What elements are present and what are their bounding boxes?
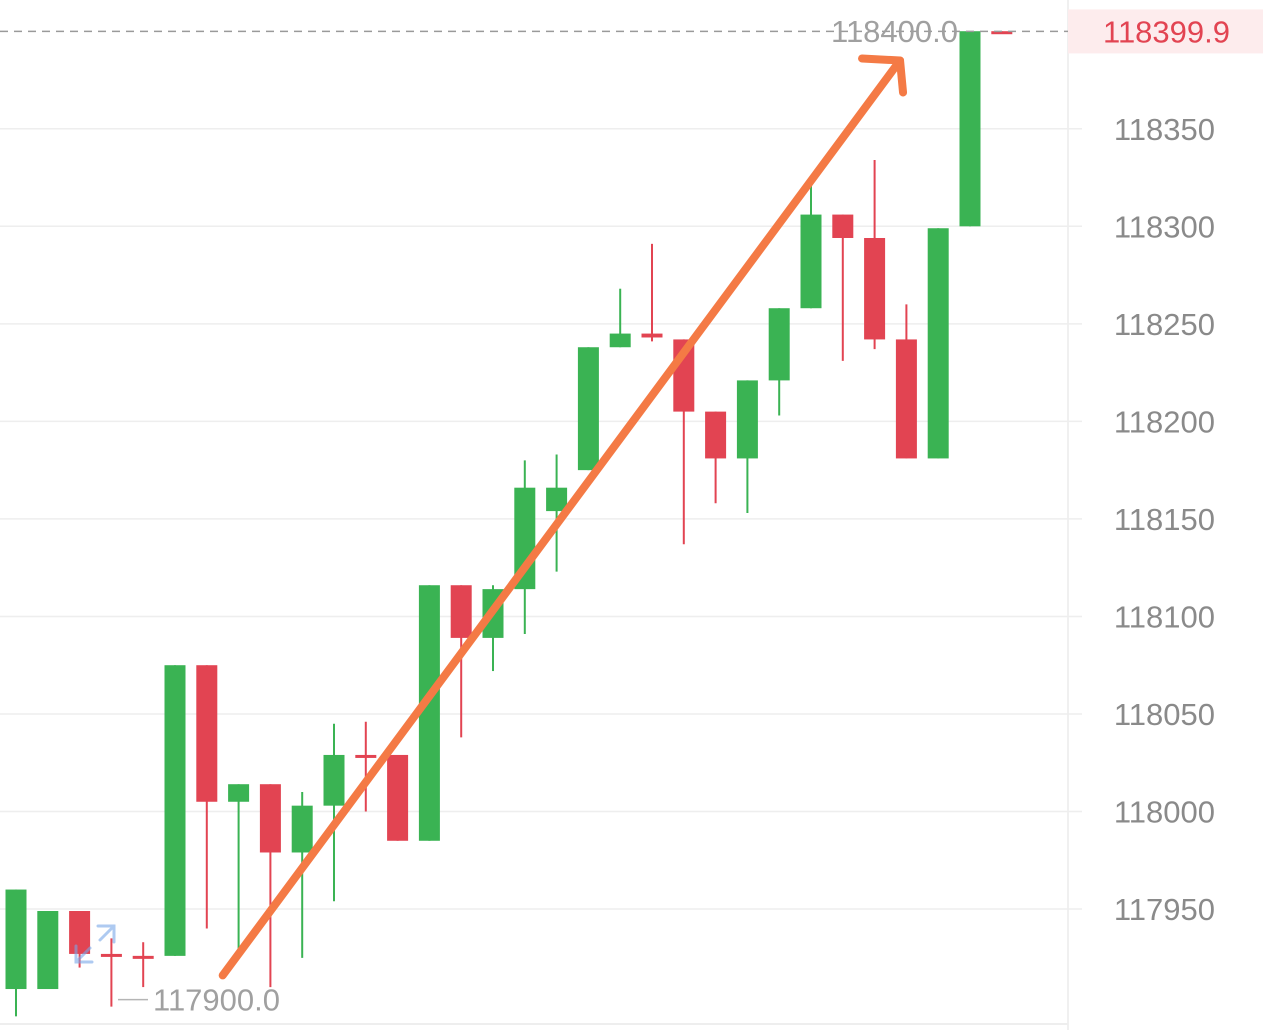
candle[interactable] [927, 228, 949, 459]
candle[interactable] [546, 454, 568, 572]
y-tick-label: 118000 [1114, 795, 1215, 830]
trend-arrow-head [858, 54, 908, 97]
candle-body [5, 889, 27, 990]
candle[interactable] [355, 721, 377, 812]
price-axis[interactable]: 118350 118300 118250 118200 118150 118100 1180… [1068, 9, 1263, 927]
y-tick-label: 117950 [1114, 892, 1215, 927]
candle[interactable] [641, 243, 663, 342]
candle-body [864, 237, 886, 340]
y-tick-label: 118350 [1114, 112, 1215, 147]
candle[interactable] [705, 411, 727, 504]
candle-body [355, 754, 377, 758]
candle[interactable] [768, 308, 790, 416]
candle[interactable] [895, 304, 917, 459]
candle[interactable] [673, 339, 695, 545]
candle[interactable] [418, 585, 440, 841]
candle[interactable] [100, 938, 122, 1007]
candle[interactable] [387, 754, 409, 841]
candle-body [609, 333, 631, 348]
candle[interactable] [323, 723, 345, 902]
y-tick-label: 118050 [1114, 697, 1215, 732]
candle-body [768, 308, 790, 381]
candles[interactable] [5, 31, 1013, 1017]
candle-body [959, 31, 981, 227]
y-tick-label: 118150 [1114, 502, 1215, 537]
candle[interactable] [5, 889, 27, 1017]
annotations: 118400.0 117900.0 [0, 14, 1068, 1018]
candle-body [450, 585, 472, 638]
candle[interactable] [37, 911, 59, 990]
candle-body [736, 380, 758, 459]
y-tick-label: 118250 [1114, 307, 1215, 342]
candle-body [196, 665, 218, 802]
last-price-label: 118399.9 [1103, 14, 1230, 49]
candle-body [895, 339, 917, 459]
candle-body [164, 665, 186, 956]
candle[interactable] [164, 665, 186, 956]
candle[interactable] [196, 665, 218, 929]
candle[interactable] [259, 784, 281, 988]
candle-body [800, 214, 822, 309]
candle-body [259, 784, 281, 853]
candle-body [228, 784, 250, 802]
candle[interactable] [514, 460, 536, 634]
low-price-marker: 117900.0 [153, 983, 280, 1018]
candle[interactable] [450, 585, 472, 738]
candle-body [832, 214, 854, 238]
candle[interactable] [959, 31, 981, 227]
y-tick-label: 118300 [1114, 209, 1215, 244]
candle[interactable] [864, 159, 886, 350]
candle-body [577, 347, 599, 471]
candle-body [927, 228, 949, 459]
candle-body [641, 333, 663, 338]
candle-body [705, 411, 727, 459]
candle[interactable] [609, 288, 631, 348]
candle[interactable] [132, 942, 154, 988]
trend-arrow [74, 54, 908, 980]
y-tick-label: 118200 [1114, 404, 1215, 439]
candle-body [323, 754, 345, 806]
candle[interactable] [577, 347, 599, 471]
candle-body [991, 31, 1013, 35]
candle-body [37, 911, 59, 990]
candle-body [69, 911, 91, 954]
last-price-tag-bg [1068, 9, 1263, 54]
candle[interactable] [228, 784, 250, 952]
candle[interactable] [291, 792, 313, 958]
candle[interactable] [832, 214, 854, 361]
candle[interactable] [736, 380, 758, 514]
candle[interactable] [800, 177, 822, 309]
axis-panel [1068, 0, 1263, 1030]
candle-body [387, 754, 409, 841]
high-price-marker: 118400.0 [831, 14, 958, 49]
candle-body [418, 585, 440, 841]
expand-icon[interactable] [74, 924, 116, 964]
gridlines [0, 128, 1082, 910]
y-tick-label: 118100 [1114, 599, 1215, 634]
candle-body [546, 487, 568, 512]
candle-body [132, 955, 154, 959]
candle-body [291, 805, 313, 853]
candle-body [100, 953, 122, 957]
trend-arrow-shaft [218, 56, 905, 980]
